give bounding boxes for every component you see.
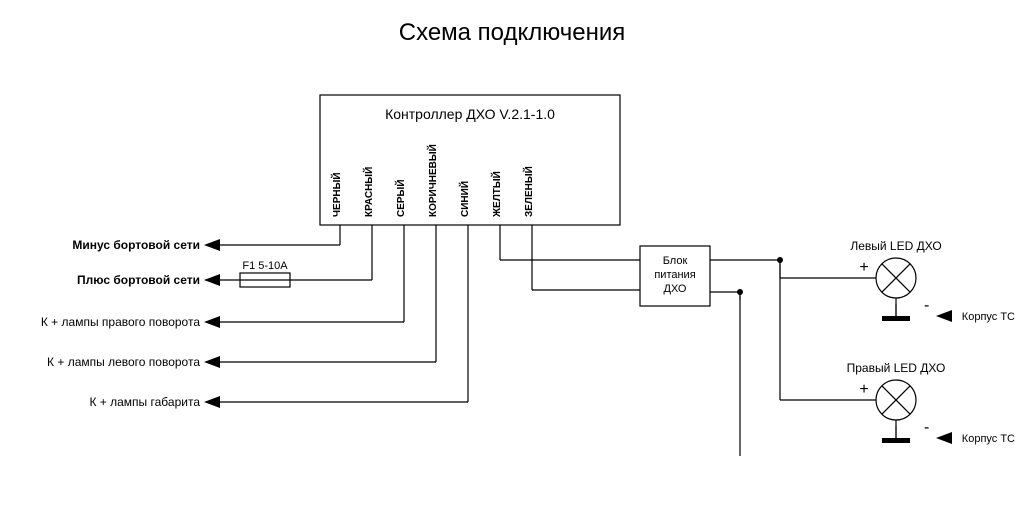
svg-text:Блок: Блок	[663, 255, 688, 267]
controller-label: Контроллер ДХО V.2.1-1.0	[385, 106, 555, 122]
wire-label: КОРИЧНЕВЫЙ	[426, 144, 439, 217]
svg-text:+: +	[859, 381, 868, 398]
wire-label: ЖЕЛТЫЙ	[490, 171, 503, 218]
diagram-title: Схема подключения	[399, 19, 626, 46]
wire-label: КРАСНЫЙ	[362, 167, 375, 217]
wire-label: ЗЕЛЕНЫЙ	[522, 166, 535, 217]
left-label: К + лампы правого поворота	[41, 315, 200, 329]
svg-text:ДХО: ДХО	[664, 283, 687, 295]
wire-label: СИНИЙ	[458, 181, 471, 217]
wire-label: ЧЕРНЫЙ	[330, 172, 343, 217]
svg-text:питания: питания	[654, 269, 695, 281]
left-label: Плюс бортовой сети	[77, 273, 200, 287]
left-label: Минус бортовой сети	[72, 238, 200, 252]
svg-text:Корпус ТС: Корпус ТС	[962, 433, 1015, 445]
svg-text:Правый LED ДХО: Правый LED ДХО	[847, 361, 946, 375]
svg-text:Корпус ТС: Корпус ТС	[962, 311, 1015, 323]
left-label: К + лампы габарита	[89, 395, 200, 409]
wiring-diagram: Схема подключения Контроллер ДХО V.2.1-1.…	[0, 0, 1024, 507]
left-label: К + лампы левого поворота	[47, 355, 200, 369]
wire-label: СЕРЫЙ	[394, 179, 407, 217]
svg-text:-: -	[924, 297, 929, 314]
svg-text:Левый LED ДХО: Левый LED ДХО	[850, 239, 941, 253]
svg-text:-: -	[924, 419, 929, 436]
svg-text:+: +	[859, 259, 868, 276]
svg-text:F1 5-10A: F1 5-10A	[242, 260, 288, 272]
